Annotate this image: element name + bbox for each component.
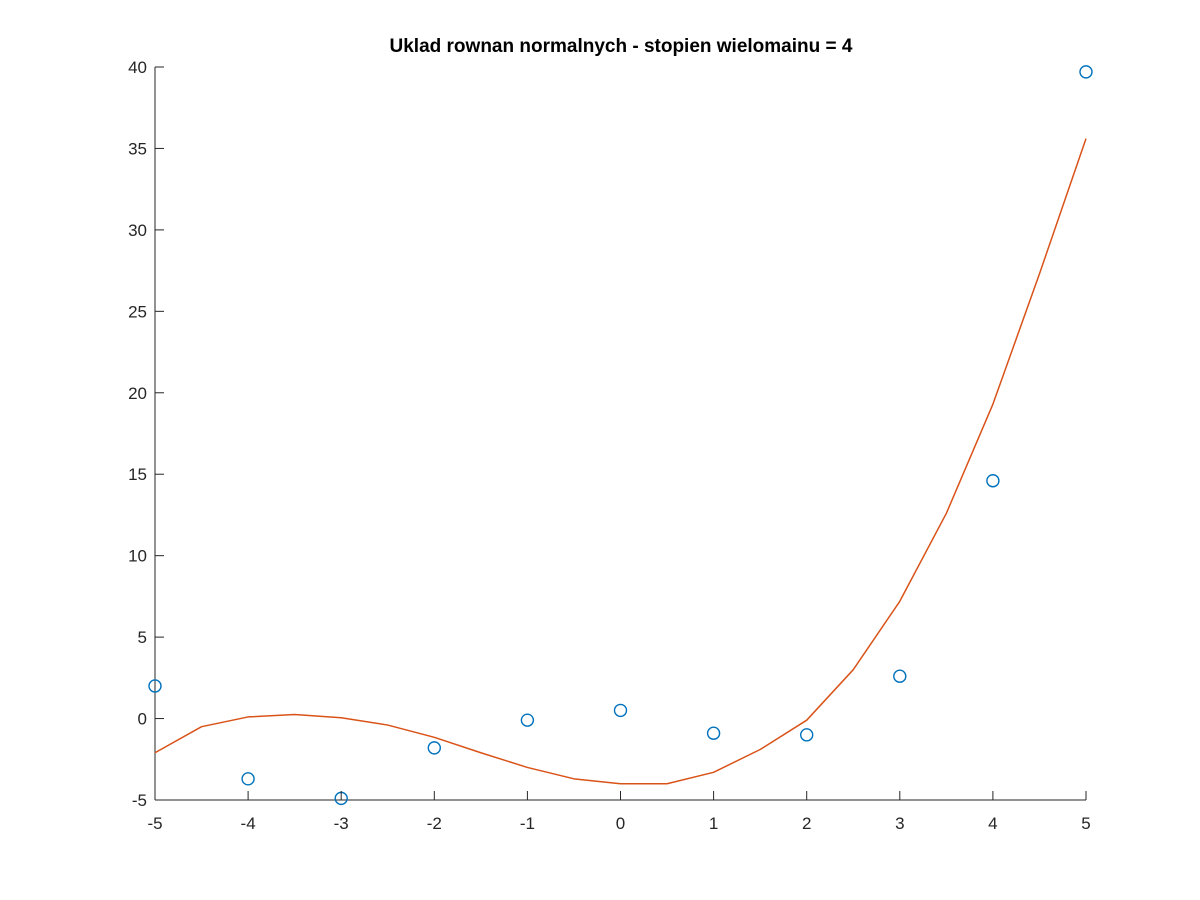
data-point-marker [148, 679, 162, 693]
x-tick-label: 5 [1081, 814, 1090, 833]
y-tick-label: 30 [128, 221, 147, 240]
y-tick-label: 5 [138, 628, 147, 647]
data-point-marker [520, 713, 535, 727]
x-tick-label: 1 [709, 814, 718, 833]
y-tick-label: -5 [132, 791, 147, 810]
axes [154, 67, 1086, 801]
y-tick-label: 15 [128, 465, 147, 484]
y-tick-label: 35 [128, 139, 147, 158]
x-tick-label: 3 [895, 814, 904, 833]
x-tick-label: -3 [334, 814, 349, 833]
x-tick-label: 0 [616, 814, 625, 833]
data-point-marker [800, 728, 814, 742]
data-markers-layer [148, 65, 1093, 806]
data-point-marker [613, 703, 628, 718]
y-tick-label: 25 [128, 302, 147, 321]
x-tick-label: -5 [147, 814, 162, 833]
y-tick-label: 10 [128, 547, 147, 566]
data-point-marker [706, 726, 721, 740]
x-tick-label: -1 [520, 814, 535, 833]
data-point-marker [427, 741, 441, 755]
y-tick-label: 40 [128, 58, 147, 77]
x-tick-label: -4 [241, 814, 256, 833]
x-tick-label: 4 [988, 814, 997, 833]
data-point-marker [241, 772, 255, 786]
y-tick-label: 0 [138, 710, 147, 729]
y-tick-label: 20 [128, 384, 147, 403]
fit-curve-line [154, 138, 1087, 785]
x-tick-label: -2 [427, 814, 442, 833]
chart-title: Uklad rownan normalnych - stopien wielom… [390, 36, 853, 57]
data-point-marker [893, 669, 907, 683]
data-point-marker [1079, 65, 1093, 79]
data-point-marker [986, 474, 1000, 488]
tick-layer: -5 -4 -3 -2 -1 0 1 2 3 4 5 -5 0 5 10 15 20 25 30 35 40 [128, 58, 1091, 833]
fit-curve-layer [154, 138, 1087, 785]
x-tick-label: 2 [802, 814, 811, 833]
